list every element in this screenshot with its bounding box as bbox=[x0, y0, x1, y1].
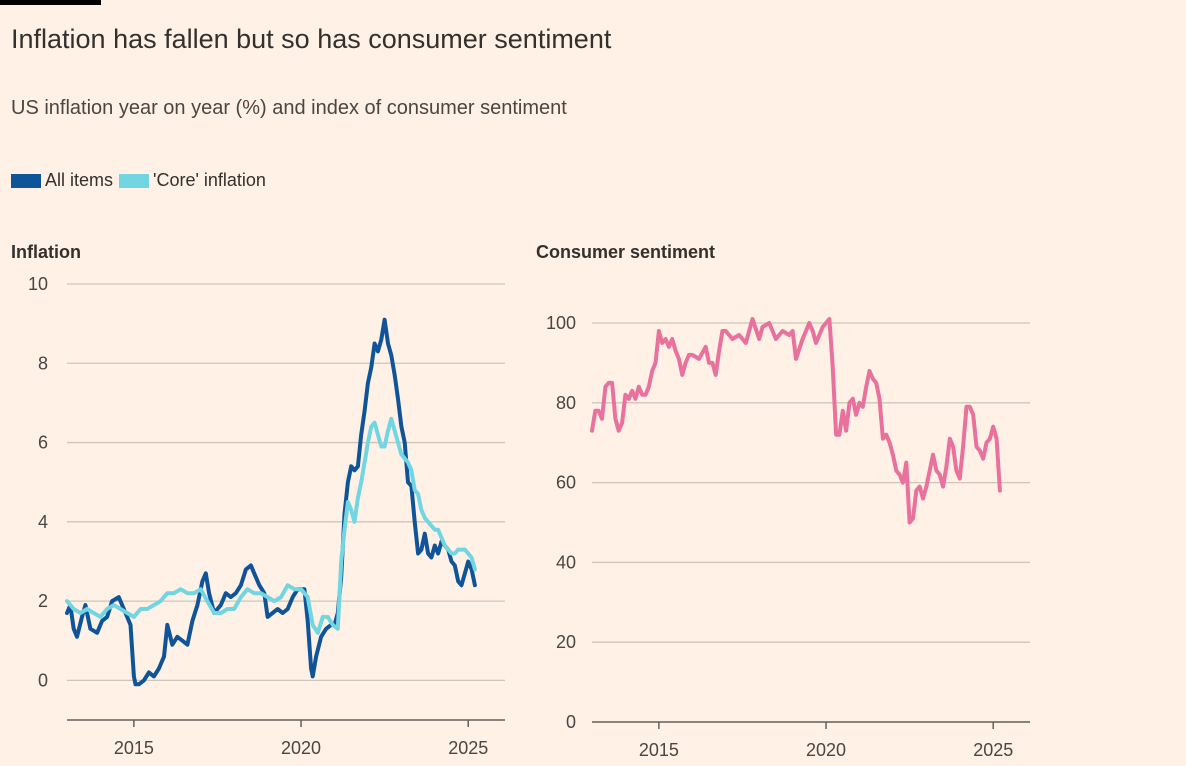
inflation-panel-title: Inflation bbox=[11, 242, 81, 262]
inflation-ytick-label-10: 10 bbox=[28, 274, 48, 294]
legend-swatch-all-items bbox=[11, 173, 41, 188]
chart-title: Inflation has fallen but so has consumer… bbox=[11, 24, 612, 54]
inflation-series-line-all-items bbox=[65, 317, 477, 687]
inflation-ytick-label-4: 4 bbox=[38, 512, 48, 532]
sentiment-ytick-label-80: 80 bbox=[556, 393, 576, 413]
legend: All items 'Core' inflation bbox=[11, 170, 272, 191]
sentiment-panel-title: Consumer sentiment bbox=[536, 242, 716, 262]
inflation-ytick-label-0: 0 bbox=[38, 670, 48, 690]
sentiment-xtick-label-2020: 2020 bbox=[806, 740, 846, 760]
sentiment-xtick-label-2025: 2025 bbox=[973, 740, 1013, 760]
chart-subtitle: US inflation year on year (%) and index … bbox=[11, 97, 567, 119]
sentiment-ytick-label-0: 0 bbox=[566, 712, 576, 732]
inflation-xtick-label-2020: 2020 bbox=[281, 738, 321, 758]
legend-item-core-inflation: 'Core' inflation bbox=[119, 170, 266, 191]
inflation-ytick-label-8: 8 bbox=[38, 353, 48, 373]
brand-bar bbox=[0, 0, 101, 5]
sentiment-ytick-label-40: 40 bbox=[556, 552, 576, 572]
sentiment-ytick-label-20: 20 bbox=[556, 632, 576, 652]
legend-label-all-items: All items bbox=[45, 170, 114, 190]
sentiment-ytick-label-100: 100 bbox=[546, 313, 576, 333]
legend-label-core-inflation: 'Core' inflation bbox=[153, 170, 266, 190]
inflation-xtick-label-2025: 2025 bbox=[448, 738, 488, 758]
inflation-ytick-label-2: 2 bbox=[38, 591, 48, 611]
legend-swatch-core-inflation bbox=[119, 173, 150, 188]
sentiment-ytick-label-60: 60 bbox=[556, 473, 576, 493]
inflation-xtick-label-2015: 2015 bbox=[114, 738, 154, 758]
inflation-series-line-core-inflation bbox=[65, 416, 477, 635]
legend-item-all-items: All items bbox=[11, 170, 113, 191]
inflation-ytick-label-6: 6 bbox=[38, 433, 48, 453]
sentiment-xtick-label-2015: 2015 bbox=[639, 740, 679, 760]
sentiment-series-line-series bbox=[590, 317, 1002, 525]
